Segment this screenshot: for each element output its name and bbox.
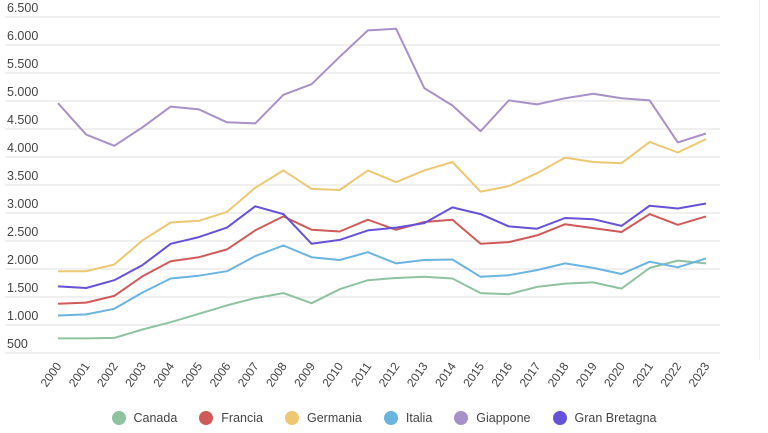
series-line-canada	[58, 259, 707, 340]
legend-marker-icon	[199, 411, 214, 425]
series-line-germania	[58, 138, 707, 273]
legend-item[interactable]: Giappone	[454, 411, 531, 425]
y-tick-label: 4.000	[7, 141, 38, 155]
legend-label: Germania	[306, 411, 362, 425]
x-tick-label: 2007	[235, 359, 262, 389]
y-tick-label: 1.500	[7, 281, 38, 295]
x-tick-label: 2008	[263, 359, 290, 389]
legend-marker-icon	[111, 411, 126, 425]
x-tick-label: 2017	[517, 359, 544, 389]
legend-item[interactable]: Francia	[199, 411, 263, 425]
legend-marker-icon	[454, 411, 469, 425]
legend-item[interactable]: Germania	[284, 411, 362, 425]
x-tick-label: 2014	[432, 359, 459, 389]
legend-marker-icon	[383, 411, 398, 425]
y-tick-label: 3.500	[7, 169, 38, 183]
legend-item[interactable]: Italia	[383, 411, 433, 425]
y-tick-label: 5.500	[7, 57, 38, 71]
series-line-francia	[57, 213, 707, 305]
x-tick-label: 2000	[38, 359, 65, 389]
x-tick-label: 2019	[573, 359, 600, 389]
legend-label: Gran Bretagna	[574, 411, 657, 425]
y-tick-label: 3.000	[7, 197, 38, 211]
y-tick-label: 6.000	[7, 29, 38, 43]
x-tick-label: 2002	[94, 359, 121, 389]
y-tick-label: 6.500	[7, 1, 38, 15]
x-tick-label: 2013	[404, 359, 431, 389]
legend-marker-icon	[284, 411, 299, 425]
x-tick-label: 2003	[122, 359, 149, 389]
x-tick-label: 2023	[686, 359, 713, 389]
x-tick-label: 2020	[601, 359, 628, 389]
series-line-gran-bretagna	[57, 202, 707, 289]
legend: Canada Francia Germania Italia Giappone Gran …	[0, 411, 768, 425]
x-tick-label: 2011	[348, 359, 374, 388]
x-tick-label: 2004	[150, 359, 177, 389]
y-tick-label: 4.500	[7, 113, 38, 127]
legend-label: Canada	[133, 411, 178, 425]
legend-label: Giappone	[476, 411, 531, 425]
x-axis-ticks: 2000 2001 2002 2003 2004 2005 2006 2007 2008 2009…	[38, 359, 713, 389]
x-tick-label: 2006	[207, 359, 234, 389]
gridlines	[5, 16, 720, 354]
legend-label: Italia	[405, 411, 433, 425]
x-tick-label: 2015	[460, 359, 487, 389]
x-tick-label: 2018	[545, 359, 572, 389]
legend-label: Francia	[221, 411, 263, 425]
legend-item[interactable]: Canada	[111, 411, 178, 425]
x-tick-label: 2001	[66, 359, 93, 389]
x-tick-label: 2016	[488, 359, 515, 389]
series-line-giappone	[57, 27, 707, 147]
x-tick-label: 2022	[657, 359, 684, 389]
x-tick-label: 2012	[376, 359, 403, 389]
x-tick-label: 2010	[319, 359, 346, 389]
x-tick-label: 2005	[179, 359, 206, 389]
line-chart: 6.500 6.000 5.500 5.000 4.500 4.000 3.500 3.000…	[5, 1, 720, 390]
legend-marker-icon	[552, 411, 567, 425]
x-tick-label: 2021	[629, 359, 656, 389]
y-axis-ticks: 6.500 6.000 5.500 5.000 4.500 4.000 3.500 3.000…	[7, 1, 38, 351]
panel-edge	[759, 0, 760, 360]
x-tick-label: 2009	[291, 359, 318, 389]
y-tick-label: 500	[7, 337, 28, 351]
y-tick-label: 2.500	[7, 225, 38, 239]
series-lines	[57, 27, 707, 340]
y-tick-label: 1.000	[7, 309, 38, 323]
series-line-italia	[57, 244, 707, 317]
y-tick-label: 5.000	[7, 85, 38, 99]
y-tick-label: 2.000	[7, 253, 38, 267]
legend-item[interactable]: Gran Bretagna	[552, 411, 657, 425]
